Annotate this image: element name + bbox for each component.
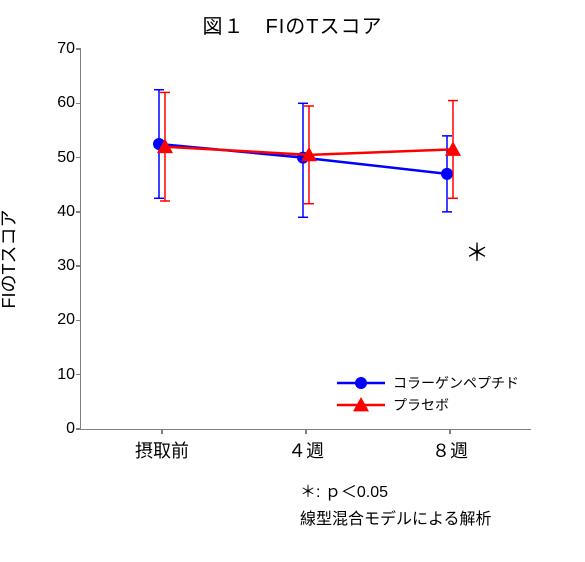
y-tick-label: 10 — [57, 366, 75, 384]
y-tick-label: 0 — [66, 420, 75, 438]
legend-swatch — [335, 374, 387, 392]
y-tick-mark — [76, 320, 81, 322]
significance-marker: ＊ — [465, 232, 489, 267]
y-tick-mark — [76, 428, 81, 430]
y-axis-label: FIのTスコア — [0, 210, 21, 309]
legend-item-placebo: プラセボ — [335, 395, 519, 415]
y-tick-mark — [76, 374, 81, 376]
x-tick-mark — [161, 429, 163, 434]
y-tick-mark — [76, 48, 81, 50]
y-tick-mark — [76, 103, 81, 105]
footnotes: ＊: ｐ＜0.05 線型混合モデルによる解析 — [300, 479, 585, 533]
legend-label: プラセボ — [393, 395, 449, 415]
footnote-method: 線型混合モデルによる解析 — [300, 506, 585, 533]
x-tick-mark — [305, 429, 307, 434]
chart-title: 図１ FIのTスコア — [0, 0, 585, 39]
footnote-significance: ＊: ｐ＜0.05 — [300, 479, 585, 506]
legend-item-collagen: コラーゲンペプチド — [335, 373, 519, 393]
plot-region: コラーゲンペプチドプラセボ 010203040506070摂取前４週８週＊ — [80, 49, 531, 430]
y-tick-label: 50 — [57, 149, 75, 167]
y-tick-mark — [76, 157, 81, 159]
y-tick-label: 40 — [57, 203, 75, 221]
chart-area: FIのTスコア コラーゲンペプチドプラセボ 010203040506070摂取前… — [0, 39, 585, 479]
y-tick-label: 70 — [57, 40, 75, 58]
legend-label: コラーゲンペプチド — [393, 373, 519, 393]
x-tick-mark — [449, 429, 451, 434]
marker-circle — [441, 168, 453, 180]
x-tick-label: 摂取前 — [135, 437, 189, 463]
y-tick-mark — [76, 211, 81, 213]
y-tick-mark — [76, 265, 81, 267]
legend: コラーゲンペプチドプラセボ — [331, 367, 523, 421]
x-tick-label: ４週 — [288, 437, 324, 463]
legend-swatch — [335, 396, 387, 414]
y-tick-label: 60 — [57, 94, 75, 112]
x-tick-label: ８週 — [432, 437, 468, 463]
y-tick-label: 30 — [57, 257, 75, 275]
y-tick-label: 20 — [57, 311, 75, 329]
